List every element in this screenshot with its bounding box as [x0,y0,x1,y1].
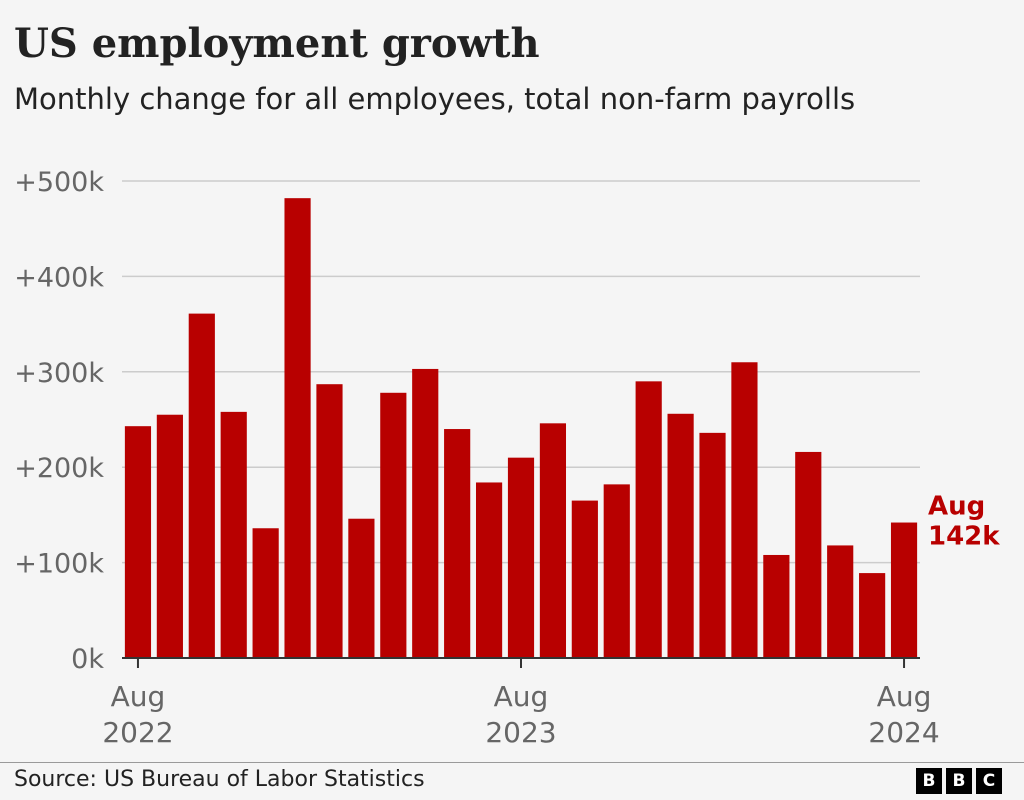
y-tick-label: +200k [14,453,104,484]
x-tick-label: 2024 [868,716,939,749]
y-tick-label: +400k [14,262,104,293]
bbc-logo-letter: B [916,768,942,794]
x-tick-label: Aug [877,680,932,713]
bar [412,368,439,658]
x-tick-label: 2023 [485,716,556,749]
chart-subtitle: Monthly change for all employees, total … [14,82,856,116]
bar [795,451,822,658]
bar [188,313,215,658]
bbc-logo: B B C [916,768,1002,794]
x-tick-label: 2022 [102,716,173,749]
bar [571,500,598,658]
y-tick-label: +300k [14,358,104,389]
bar [348,518,375,658]
y-tick-label: +100k [14,549,104,580]
bar [284,198,311,658]
bar [380,392,407,658]
bar [124,426,152,658]
y-tick-label: 0k [71,644,104,675]
bbc-logo-letter: B [946,768,972,794]
bar [667,413,694,658]
data-label: Aug [928,492,985,522]
y-tick-label: +500k [14,167,104,198]
bar [603,484,630,658]
bar-chart: 0k+100k+200k+300k+400k+500kAug2022Aug202… [14,167,1000,749]
bar [699,432,726,658]
bar [316,384,343,658]
bar [252,528,279,658]
bar [859,573,886,658]
bar [444,429,471,658]
footer-divider [0,762,1024,763]
x-tick-label: Aug [494,680,549,713]
chart-title: US employment growth [14,20,540,67]
bar [827,545,854,658]
bar [890,522,918,658]
bar [156,414,183,658]
bbc-logo-letter: C [976,768,1002,794]
x-tick-label: Aug [111,680,166,713]
bar [539,423,567,658]
bar [731,362,758,658]
bar [220,411,247,658]
bar [763,554,790,658]
bar [475,482,503,658]
bar [507,457,535,658]
source-note: Source: US Bureau of Labor Statistics [14,767,425,792]
bar [635,381,662,658]
data-label: 142k [928,522,1000,552]
